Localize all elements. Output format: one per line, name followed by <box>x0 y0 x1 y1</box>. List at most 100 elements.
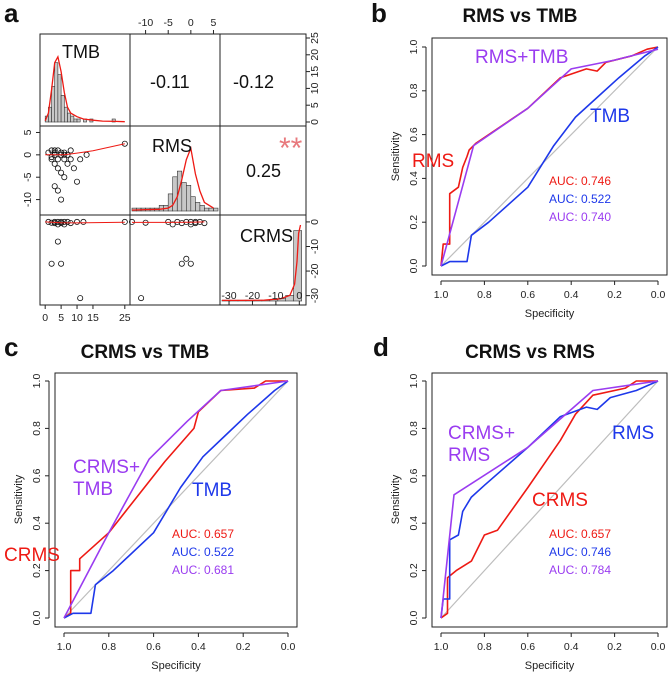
tick-label-bottom: 15 <box>87 312 99 324</box>
tick-label-left: 0 <box>22 152 34 158</box>
y-tick-label-b: 0.2 <box>408 215 420 230</box>
var-label-rms: RMS <box>152 136 192 156</box>
tick-label-bottom: 5 <box>58 312 64 324</box>
y-tick-label-c: 0.0 <box>31 611 43 626</box>
corr-tmb-rms: -0.11 <box>150 72 190 92</box>
var-label-crms: CRMS <box>240 226 293 246</box>
scatter-point-tmb-rms <box>51 183 58 190</box>
tick-label-right-low: -30 <box>309 288 321 303</box>
tick-label-left: -10 <box>22 192 34 207</box>
y-tick-label-c: 0.6 <box>31 468 43 483</box>
y-tick-label-b: 0.8 <box>408 83 420 98</box>
plot-box-d <box>431 372 668 628</box>
tick-label-right-low: -10 <box>309 239 321 254</box>
roc-curve-b-purple <box>440 48 659 267</box>
tick-label-left: -5 <box>22 172 34 181</box>
rms-hist-bar <box>208 207 214 212</box>
tick-label-crms-inner: -30 <box>221 290 236 302</box>
panel-label-b: b <box>371 0 387 28</box>
auc-label-b-red: AUC: 0.746 <box>549 174 611 188</box>
auc-label-c-red: AUC: 0.657 <box>172 527 234 541</box>
x-tick-label-d: 0.2 <box>607 641 622 653</box>
rms-hist-bar <box>177 170 183 212</box>
scatter-point-rms-crms <box>187 260 194 267</box>
y-tick-label-b: 0.4 <box>408 171 420 186</box>
scatter-point-tmb-rms <box>54 165 61 172</box>
tmb-hist-bar <box>76 118 81 123</box>
tick-label-left: 5 <box>22 129 34 135</box>
x-tick-label-d: 0.0 <box>651 641 666 653</box>
panel-label-d: d <box>373 332 389 362</box>
scatter-point-tmb-rms <box>54 187 61 194</box>
rms-hist-bar <box>186 185 192 212</box>
auc-label-d-blue: AUC: 0.746 <box>549 545 611 559</box>
y-tick-label-c: 0.4 <box>31 516 43 531</box>
rms-hist-bar <box>195 202 201 212</box>
tick-label-top: -5 <box>164 17 173 29</box>
scatter-point-tmb-rms <box>58 169 65 176</box>
series-label-d-red: CRMS <box>532 490 588 511</box>
scatter-point-tmb-rms <box>51 147 58 154</box>
y-tick-label-d: 0.8 <box>408 421 420 436</box>
x-tick-label-c: 0.0 <box>281 641 296 653</box>
panel-label-a: a <box>4 0 19 28</box>
scatter-point-tmb-rms <box>77 156 84 163</box>
roc-curve-c-blue <box>63 380 289 619</box>
panel-title-c: CRMS vs TMB <box>81 342 210 363</box>
series-label-b-purple: RMS+TMB <box>475 47 568 68</box>
x-tick-label-b: 1.0 <box>434 289 449 301</box>
auc-label-c-blue: AUC: 0.522 <box>172 545 234 559</box>
tick-label-crms-inner: -20 <box>245 290 260 302</box>
tick-label-right: 0 <box>309 119 321 125</box>
auc-label-d-purple: AUC: 0.784 <box>549 563 611 577</box>
tmb-hist-bar <box>51 86 56 123</box>
x-tick-label-b: 0.2 <box>607 289 622 301</box>
y-tick-label-b: 0.0 <box>408 259 420 274</box>
crms-hist-bar <box>293 230 303 302</box>
series-label-d-purple-line2: RMS <box>448 445 490 466</box>
scatter-point-tmb-crms <box>64 218 71 225</box>
y-tick-label-c: 1.0 <box>31 374 43 389</box>
panel-title-b: RMS vs TMB <box>462 6 577 27</box>
tick-label-top: -10 <box>138 17 153 29</box>
loess-tmb-rms <box>45 143 125 156</box>
series-label-b-red: RMS <box>412 151 454 172</box>
tick-label-right: 20 <box>309 49 321 61</box>
tmb-hist-bar <box>67 112 72 123</box>
x-tick-label-c: 1.0 <box>57 641 72 653</box>
scatter-point-tmb-crms <box>58 260 65 267</box>
y-tick-label-c: 0.2 <box>31 563 43 578</box>
reference-diagonal-b <box>440 46 659 267</box>
crms-density-line <box>222 224 302 302</box>
panel-label-c: c <box>4 332 18 362</box>
rms-hist-bar <box>213 207 219 212</box>
reference-diagonal-c <box>63 380 289 619</box>
roc-curve-d-purple <box>440 380 659 619</box>
tick-label-right: 15 <box>309 66 321 78</box>
plot-box-c <box>54 372 298 628</box>
tmb-hist-bar <box>57 74 62 123</box>
tick-label-right-low: -20 <box>309 263 321 278</box>
scatter-point-tmb-rms <box>61 156 68 163</box>
roc-curve-c-purple <box>63 380 289 619</box>
auc-label-d-red: AUC: 0.657 <box>549 527 611 541</box>
scatter-point-tmb-rms <box>121 140 128 147</box>
plot-box-b <box>431 37 668 276</box>
y-tick-label-d: 0.4 <box>408 516 420 531</box>
rms-hist-bar <box>204 207 210 212</box>
scatter-point-rms-crms <box>138 295 145 302</box>
roc-curve-d-blue <box>440 380 659 619</box>
x-tick-label-c: 0.6 <box>146 641 161 653</box>
x-tick-label-b: 0.4 <box>564 289 579 301</box>
corr-rms-crms: 0.25 <box>246 161 281 181</box>
series-label-c-purple-line2: TMB <box>73 479 113 500</box>
scatter-point-tmb-rms <box>51 160 58 167</box>
scatter-point-tmb-crms <box>80 218 87 225</box>
tmb-hist-bar <box>73 118 78 123</box>
tick-label-right: 10 <box>309 82 321 94</box>
var-label-tmb: TMB <box>62 42 100 62</box>
auc-label-b-blue: AUC: 0.522 <box>549 192 611 206</box>
x-tick-label-d: 0.4 <box>564 641 579 653</box>
y-tick-label-d: 0.6 <box>408 468 420 483</box>
